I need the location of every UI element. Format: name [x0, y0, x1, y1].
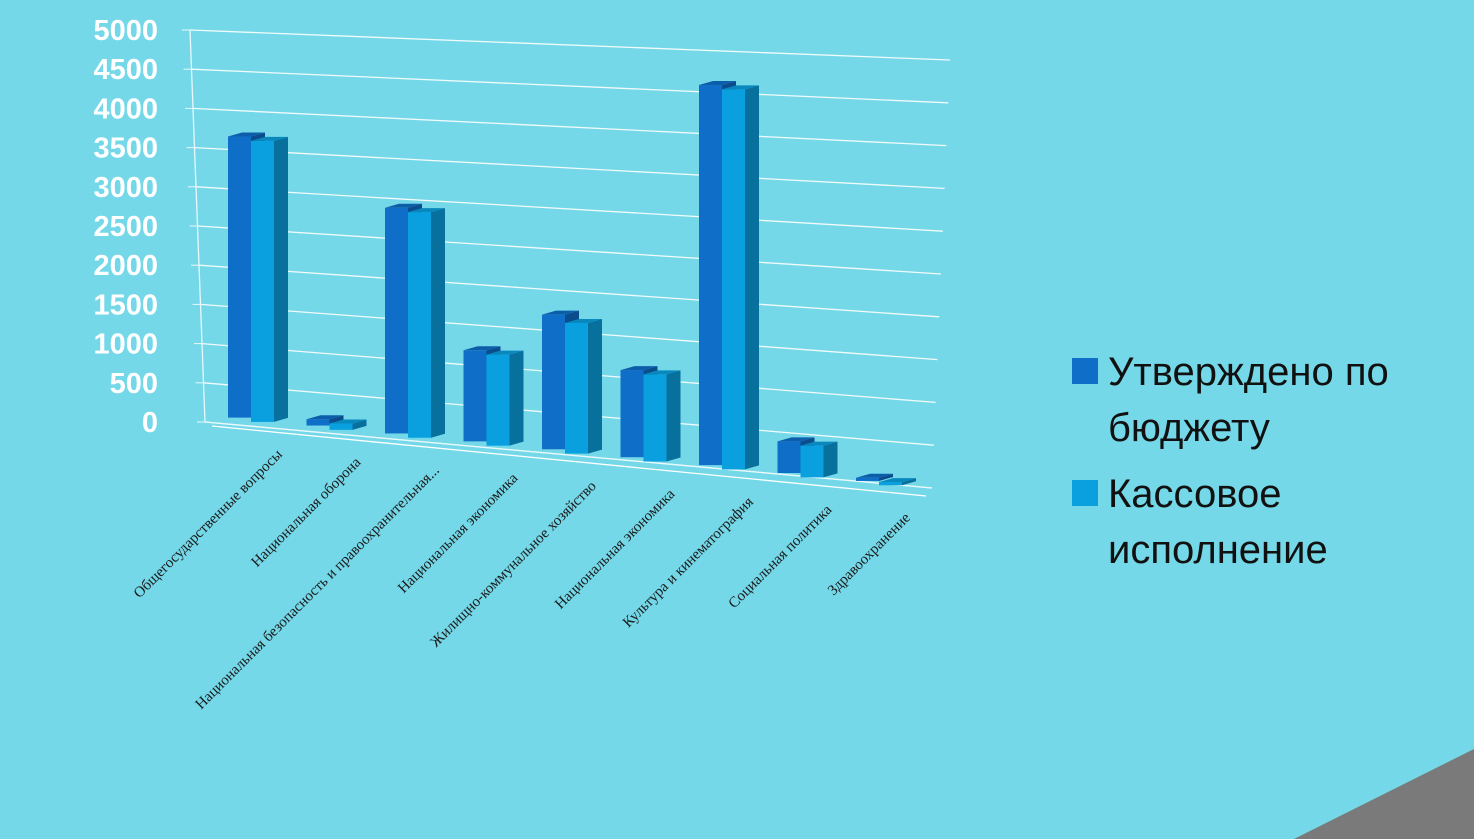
legend-label-executed: Кассовое исполнение	[1108, 472, 1328, 572]
legend-swatch-executed	[1072, 480, 1098, 506]
bar-front	[329, 423, 353, 430]
bar-top	[306, 415, 344, 420]
gridline	[194, 146, 945, 190]
bar-front	[251, 140, 274, 422]
bar-front	[856, 477, 879, 481]
y-tick-label: 500	[110, 368, 158, 400]
bar-top	[228, 132, 265, 137]
x-tick-label: Жилищно-коммунальное хозяйство	[428, 478, 600, 650]
bar-side	[509, 350, 524, 446]
bar-side	[274, 136, 288, 422]
bar-front	[228, 136, 251, 418]
bar-front	[643, 374, 667, 462]
bar-top	[856, 473, 893, 478]
legend: Утверждено по бюджету Кассовое исполнени…	[1072, 344, 1472, 588]
bar-side	[879, 473, 893, 481]
y-tick-label: 4500	[93, 54, 158, 86]
bar-front	[879, 482, 902, 486]
x-tick-label: Здравоохранение	[825, 510, 914, 599]
legend-item-approved: Утверждено по бюджету	[1072, 344, 1472, 456]
y-tick-label: 0	[142, 407, 158, 439]
gridline	[197, 225, 942, 275]
bar-top	[620, 366, 658, 371]
y-tick-label: 2000	[93, 250, 158, 282]
legend-label-approved: Утверждено по бюджету	[1108, 350, 1389, 450]
x-axis-line	[211, 425, 927, 497]
gridline	[195, 186, 943, 232]
bar-top	[542, 310, 579, 315]
bar-side	[431, 208, 445, 438]
bar-front	[542, 314, 565, 450]
bar-top	[643, 370, 681, 375]
bar-top	[251, 136, 288, 141]
gridline	[192, 107, 947, 147]
bar-top	[329, 419, 367, 424]
y-tick-label: 5000	[93, 15, 158, 47]
bar-top	[408, 208, 445, 213]
y-tick-label: 4000	[93, 93, 158, 125]
bar-front	[800, 445, 824, 478]
legend-swatch-approved	[1072, 358, 1098, 384]
bar-front	[385, 207, 408, 434]
legend-item-executed: Кассовое исполнение	[1072, 466, 1472, 578]
bar-front	[620, 370, 644, 458]
y-tick-label: 3000	[93, 172, 158, 204]
y-tick-label: 1500	[93, 289, 158, 321]
bar-front	[722, 89, 745, 470]
bar-front	[699, 85, 722, 466]
y-tick-label: 2500	[93, 211, 158, 243]
y-axis-line	[189, 29, 206, 423]
bar-front	[306, 419, 330, 426]
bar-front	[408, 212, 431, 438]
bar-side	[352, 419, 367, 430]
bar-front	[463, 350, 487, 442]
bar-top	[565, 318, 602, 323]
gridline	[189, 29, 951, 61]
bar-top	[800, 441, 838, 446]
bar-side	[588, 318, 602, 454]
bar-front	[777, 441, 801, 474]
bar-side	[666, 370, 681, 462]
bar-side	[745, 85, 759, 470]
bar-front	[565, 322, 588, 454]
gridline	[198, 264, 940, 318]
bar-top	[463, 346, 501, 351]
bar-side	[902, 478, 916, 486]
bar-top	[385, 203, 422, 208]
y-tick-label: 3500	[93, 133, 158, 165]
bar-top	[722, 85, 759, 90]
bar-top	[486, 350, 524, 355]
gridline	[191, 68, 949, 104]
bar-front	[486, 354, 510, 446]
x-tick-label: Общегосударственные вопросы	[131, 447, 286, 602]
y-tick-label: 1000	[93, 329, 158, 361]
corner-decoration	[1294, 749, 1474, 839]
bar-top	[879, 478, 916, 483]
bar-top	[777, 437, 815, 442]
bar-top	[699, 81, 736, 86]
bar-side	[823, 441, 838, 478]
